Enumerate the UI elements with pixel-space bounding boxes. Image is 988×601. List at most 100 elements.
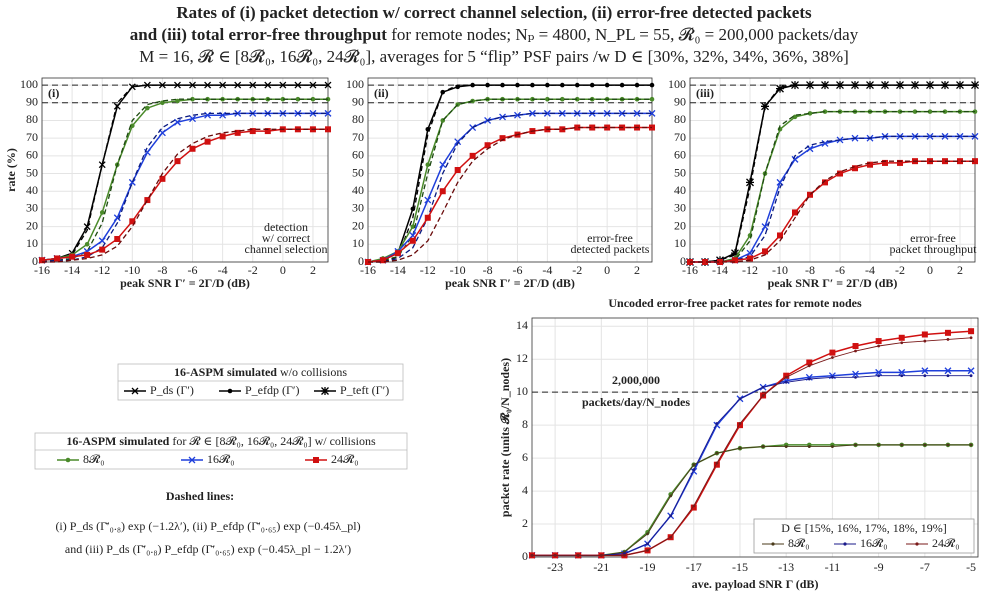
x-tick-label: -16 bbox=[682, 263, 698, 277]
marker bbox=[692, 463, 696, 467]
marker bbox=[762, 248, 768, 255]
text-segment: 16-ASPM simulated bbox=[66, 434, 169, 448]
x-axis-label: peak SNR Γ′ = 2Γ/D (dB) bbox=[445, 276, 575, 290]
marker bbox=[439, 188, 446, 195]
x-tick-label: -2 bbox=[895, 263, 905, 277]
series-line bbox=[42, 98, 328, 261]
series-line bbox=[368, 126, 652, 263]
marker bbox=[589, 124, 596, 131]
plot-frame bbox=[367, 77, 653, 263]
x-tick-label: 0 bbox=[604, 263, 610, 277]
legend-label: 24𝓡₀ bbox=[331, 452, 358, 466]
y-tick-label: 70 bbox=[352, 130, 364, 144]
marker bbox=[623, 553, 626, 557]
marker bbox=[394, 250, 401, 257]
x-tick-label: -2 bbox=[248, 263, 258, 277]
marker bbox=[543, 109, 551, 117]
marker bbox=[113, 102, 121, 110]
x-tick-label: -14 bbox=[64, 263, 80, 277]
y-tick-label: 30 bbox=[352, 201, 364, 215]
marker bbox=[784, 380, 788, 384]
marker bbox=[545, 96, 550, 102]
marker bbox=[530, 82, 535, 88]
marker bbox=[574, 124, 581, 131]
note-line: (i) P_ds (Γ̄′₀.₈) exp (−1.2λ′), (ii) P_e… bbox=[55, 519, 360, 533]
y-tick-label: 90 bbox=[26, 95, 38, 109]
marker bbox=[877, 443, 881, 447]
y-tick-label: 40 bbox=[26, 183, 38, 197]
marker bbox=[784, 445, 788, 448]
marker bbox=[39, 257, 45, 264]
marker bbox=[897, 159, 903, 166]
marker bbox=[854, 375, 857, 379]
marker bbox=[646, 549, 649, 552]
y-tick-label: 10 bbox=[674, 236, 686, 250]
marker bbox=[715, 422, 719, 425]
marker bbox=[98, 161, 106, 169]
y-tick-label: 0 bbox=[522, 549, 528, 563]
marker bbox=[831, 356, 834, 359]
x-tick-label: -4 bbox=[218, 263, 228, 277]
legend-label: 24𝓡₀ bbox=[932, 536, 959, 550]
marker bbox=[690, 504, 697, 511]
marker bbox=[131, 387, 139, 395]
marker bbox=[69, 253, 76, 260]
marker bbox=[941, 132, 949, 140]
annotation: detection bbox=[264, 220, 308, 234]
y-tick-label: 0 bbox=[358, 254, 364, 268]
x-tick-label: -12 bbox=[94, 263, 110, 277]
marker bbox=[646, 542, 649, 546]
marker bbox=[99, 210, 105, 215]
marker bbox=[777, 232, 783, 239]
y-tick-label: 90 bbox=[674, 95, 686, 109]
marker bbox=[145, 105, 150, 111]
marker bbox=[969, 336, 973, 340]
marker bbox=[911, 81, 919, 90]
y-tick-label: 8 bbox=[522, 417, 528, 431]
y-tick-label: 90 bbox=[352, 95, 364, 109]
marker bbox=[807, 364, 811, 368]
annotation: detected packets bbox=[571, 242, 650, 256]
legend-label: 8𝓡₀ bbox=[83, 452, 104, 466]
marker bbox=[829, 349, 836, 356]
marker bbox=[746, 249, 754, 257]
y-tick-label: 10 bbox=[516, 384, 528, 398]
y-tick-label: 40 bbox=[674, 183, 686, 197]
x-tick-label: -6 bbox=[512, 263, 522, 277]
marker bbox=[715, 451, 719, 455]
marker bbox=[942, 109, 948, 114]
y-tick-label: 2 bbox=[522, 516, 528, 530]
marker bbox=[783, 372, 790, 379]
marker bbox=[576, 553, 580, 557]
series-line bbox=[367, 84, 652, 263]
y-tick-label: 100 bbox=[346, 77, 364, 91]
annotation: packet throughput bbox=[890, 242, 978, 256]
marker bbox=[514, 111, 521, 119]
marker bbox=[807, 377, 811, 381]
marker bbox=[144, 197, 151, 204]
marker bbox=[280, 96, 286, 102]
marker bbox=[946, 374, 950, 378]
marker bbox=[852, 370, 859, 378]
y-tick-label: 4 bbox=[522, 483, 528, 497]
series-line bbox=[532, 337, 972, 556]
marker bbox=[454, 167, 461, 173]
marker bbox=[574, 96, 580, 102]
x-tick-label: -13 bbox=[778, 560, 794, 574]
annotation: channel selection bbox=[245, 242, 328, 256]
marker bbox=[927, 109, 933, 114]
marker bbox=[633, 109, 641, 117]
marker bbox=[761, 223, 769, 231]
legend-box bbox=[117, 363, 404, 401]
y-axis-label: packet rate (units 𝓡₀/N_nodes) bbox=[498, 358, 512, 517]
marker bbox=[761, 385, 765, 389]
marker bbox=[219, 133, 226, 140]
marker bbox=[174, 118, 181, 126]
marker bbox=[942, 158, 948, 165]
y-tick-label: 70 bbox=[674, 130, 686, 144]
marker bbox=[204, 81, 212, 89]
marker bbox=[54, 255, 61, 262]
marker bbox=[189, 115, 196, 123]
text-segment: Rates of (i) packet detection w/ correct… bbox=[176, 3, 812, 22]
marker bbox=[821, 140, 829, 147]
